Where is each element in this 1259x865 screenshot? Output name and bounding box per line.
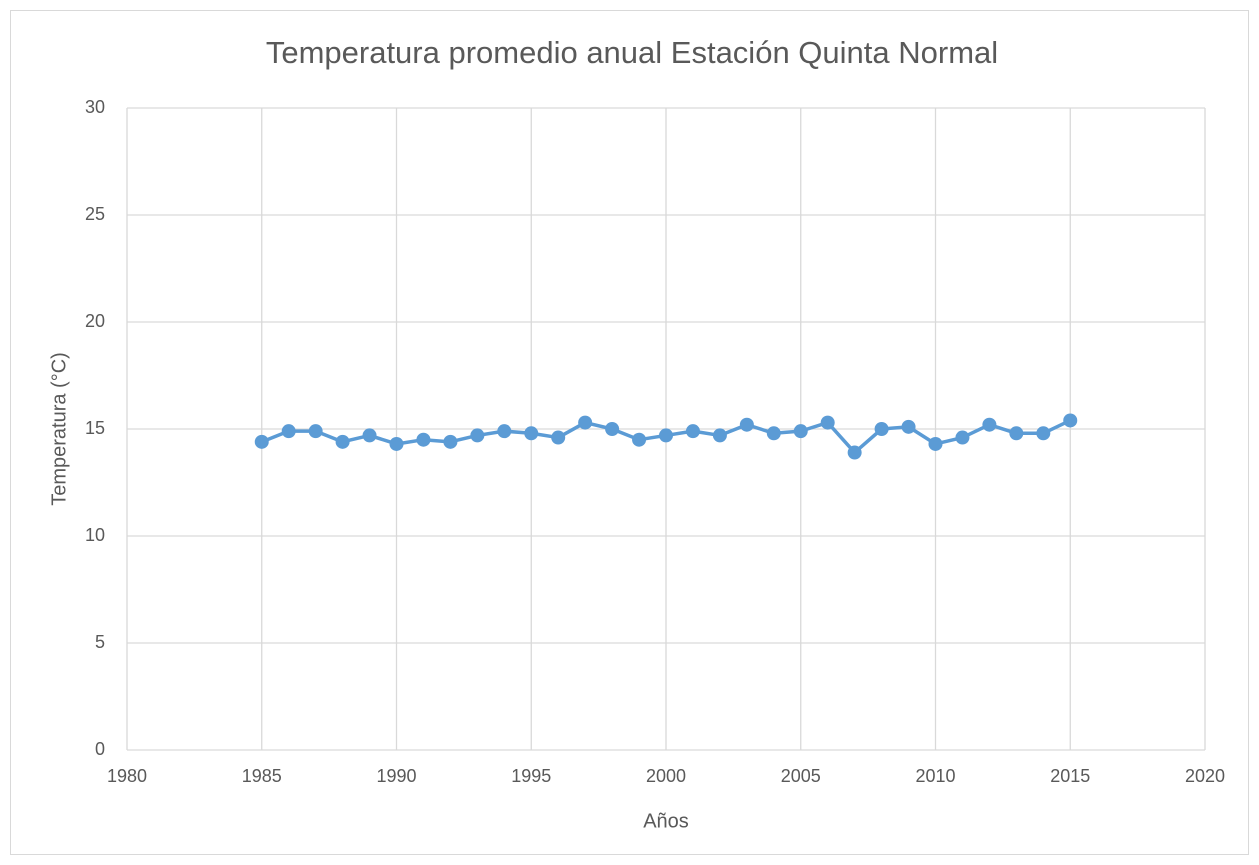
data-point [766, 426, 781, 441]
data-point [281, 424, 296, 439]
data-point [739, 417, 754, 432]
data-point [847, 445, 862, 460]
y-tick-label: 10 [85, 525, 105, 545]
data-point [820, 415, 835, 430]
y-tick-label: 0 [95, 739, 105, 759]
data-point [308, 424, 323, 439]
data-point [712, 428, 727, 443]
data-point [901, 419, 916, 434]
data-point [524, 426, 539, 441]
data-point [1036, 426, 1051, 441]
data-point [605, 422, 620, 436]
x-tick-label: 2020 [1185, 766, 1225, 786]
x-axis-title: Años [643, 810, 689, 832]
x-tick-label: 2000 [646, 766, 686, 786]
data-point [578, 415, 593, 430]
data-point [362, 428, 377, 443]
data-point [497, 424, 512, 439]
y-axis-title: Temperatura (°C) [48, 352, 70, 506]
data-point [793, 424, 808, 439]
y-tick-label: 20 [85, 311, 105, 331]
data-point [1009, 426, 1024, 441]
x-tick-label: 2010 [915, 766, 955, 786]
data-point [659, 428, 673, 443]
data-point [335, 434, 350, 449]
data-point [685, 424, 700, 439]
data-point [874, 422, 889, 436]
data-point [254, 434, 269, 449]
data-point [416, 432, 431, 447]
y-tick-label: 5 [95, 632, 105, 652]
y-tick-label: 25 [85, 204, 105, 224]
data-point [443, 434, 458, 449]
chart-frame [10, 10, 1249, 855]
data-point [928, 436, 943, 451]
y-tick-label: 15 [85, 418, 105, 438]
x-tick-label: 1995 [511, 766, 551, 786]
y-tick-label: 30 [85, 97, 105, 117]
x-tick-label: 2005 [781, 766, 821, 786]
data-point [470, 428, 485, 443]
x-tick-label: 2015 [1050, 766, 1090, 786]
x-tick-label: 1980 [107, 766, 147, 786]
data-point [632, 432, 647, 447]
x-tick-label: 1990 [376, 766, 416, 786]
data-point [982, 417, 997, 432]
data-point [551, 430, 566, 445]
data-point [389, 436, 404, 451]
data-point [1063, 413, 1078, 428]
data-point [955, 430, 970, 445]
x-tick-label: 1985 [242, 766, 282, 786]
chart-title: Temperatura promedio anual Estación Quin… [266, 35, 998, 70]
